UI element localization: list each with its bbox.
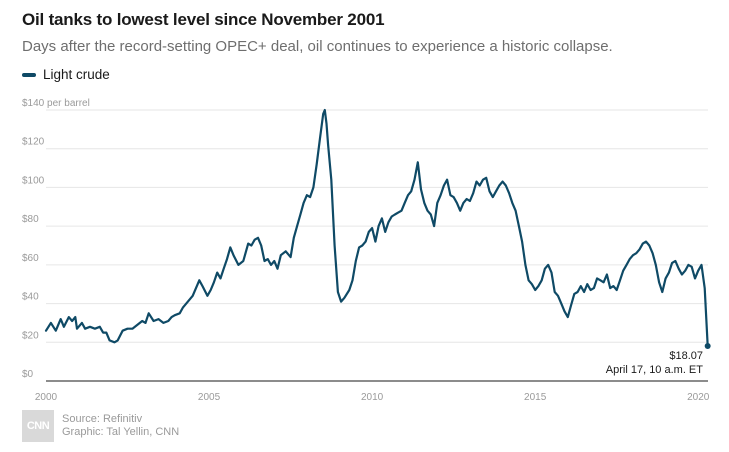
y-tick-label: $60 bbox=[22, 253, 39, 264]
y-tick-label: $140 per barrel bbox=[22, 98, 90, 109]
series-line-light-crude bbox=[44, 108, 709, 348]
y-tick-label: $120 bbox=[22, 137, 45, 148]
y-tick-label: $100 bbox=[22, 175, 45, 186]
y-tick-label: $20 bbox=[22, 330, 39, 341]
y-tick-label: $40 bbox=[22, 292, 39, 303]
x-tick-label: 2000 bbox=[35, 392, 58, 403]
source-credit: Source: Refinitiv bbox=[62, 413, 143, 425]
cnn-logo: CNN bbox=[22, 410, 54, 442]
x-tick-label: 2010 bbox=[361, 392, 384, 403]
credits: Source: Refinitiv Graphic: Tal Yellin, C… bbox=[62, 413, 179, 439]
legend-label: Light crude bbox=[43, 67, 110, 82]
graphic-credit: Graphic: Tal Yellin, CNN bbox=[62, 426, 180, 438]
x-tick-label: 2015 bbox=[524, 392, 547, 403]
chart-title: Oil tanks to lowest level since November… bbox=[22, 10, 385, 29]
x-tick-label: 2005 bbox=[198, 392, 221, 403]
legend: Light crude bbox=[22, 67, 110, 82]
y-tick-label: $0 bbox=[22, 369, 34, 380]
chart-subtitle: Days after the record-setting OPEC+ deal… bbox=[22, 38, 613, 55]
y-tick-label: $80 bbox=[22, 214, 39, 225]
footer: CNN Source: Refinitiv Graphic: Tal Yelli… bbox=[22, 410, 179, 442]
end-value-label: $18.07 bbox=[669, 350, 703, 362]
legend-swatch bbox=[22, 72, 36, 77]
end-point-marker bbox=[704, 343, 711, 350]
end-date-label: April 17, 10 a.m. ET bbox=[606, 364, 703, 376]
x-tick-label: 2020 bbox=[687, 392, 710, 403]
